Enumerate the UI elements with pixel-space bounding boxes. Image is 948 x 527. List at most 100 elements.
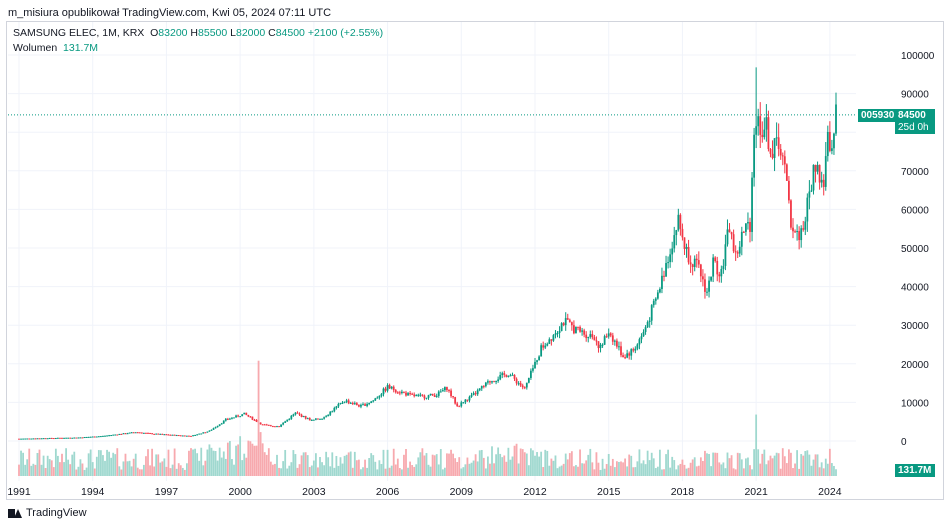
volume-bar: [304, 452, 307, 476]
volume-bar: [441, 469, 444, 476]
volume-bar: [196, 453, 199, 476]
candle-body: [358, 405, 360, 407]
candle-body: [554, 333, 557, 336]
volume-bar: [296, 467, 299, 476]
volume-bar: [206, 449, 209, 476]
candle-body: [339, 402, 342, 404]
candle-body: [671, 248, 674, 255]
volume-bar: [570, 451, 573, 476]
candle-body: [550, 339, 553, 341]
candle-body: [558, 331, 561, 333]
candle-body: [513, 374, 516, 379]
candle-body: [761, 134, 764, 138]
candle-body: [65, 437, 67, 439]
close-value: 84500: [275, 27, 305, 39]
volume-bar: [235, 445, 237, 476]
candle-body: [552, 335, 555, 341]
volume-bar: [613, 467, 616, 476]
volume-bar: [243, 453, 246, 476]
volume-bar: [44, 468, 47, 476]
volume-bar: [398, 468, 401, 476]
candle-body: [34, 438, 37, 440]
candle-body: [790, 200, 792, 228]
volume-bar: [730, 455, 733, 476]
volume-bar: [120, 469, 123, 476]
candle-body: [755, 126, 758, 135]
volume-bar: [145, 456, 147, 476]
volume-bar: [587, 454, 590, 476]
volume-bar: [806, 450, 809, 476]
volume-bar: [132, 458, 135, 476]
volume-bar: [724, 468, 727, 476]
candle-body: [179, 435, 182, 437]
candle-body: [669, 254, 672, 263]
volume-bar: [669, 467, 672, 476]
x-tick-label: 2012: [523, 486, 547, 498]
candle-body: [153, 433, 156, 435]
high-label: H: [190, 27, 199, 39]
volume-bar: [616, 461, 618, 476]
candle-body: [702, 276, 704, 280]
volume-bar: [775, 452, 778, 476]
volume-bar: [818, 467, 821, 476]
volume-bar: [312, 460, 315, 476]
candle-body: [822, 179, 825, 187]
candle-body: [284, 421, 287, 423]
candle-body: [255, 419, 258, 422]
candle-body: [478, 388, 481, 391]
candle-body: [802, 228, 805, 230]
volume-bar: [697, 465, 700, 476]
candle-body: [763, 129, 766, 138]
volume-bar: [229, 441, 231, 476]
candle-body: [366, 404, 368, 406]
volume-bar: [79, 459, 82, 476]
candle-body: [97, 436, 100, 438]
candle-body: [196, 434, 199, 436]
candle-body: [349, 402, 352, 404]
volume-bar: [155, 454, 158, 476]
volume-tag: 131.7M: [895, 464, 935, 477]
x-tick-label: 2000: [228, 486, 252, 498]
candle-body: [235, 415, 237, 418]
volume-bar: [482, 457, 485, 476]
volume-bar: [822, 468, 825, 476]
candle-body: [30, 438, 33, 440]
candle-body: [630, 349, 633, 356]
volume-bar: [605, 464, 608, 476]
volume-bar: [288, 465, 291, 476]
candle-body: [699, 264, 702, 277]
volume-label[interactable]: Wolumen: [13, 42, 58, 54]
candle-body: [419, 394, 422, 396]
candle-body: [607, 333, 610, 337]
volume-bar: [738, 453, 741, 476]
volume-bar: [290, 462, 293, 476]
candle-body: [767, 117, 770, 150]
volume-bar: [413, 466, 416, 476]
candle-body: [136, 432, 139, 434]
candle-body: [376, 397, 379, 399]
volume-bar: [462, 467, 465, 476]
volume-bar: [140, 469, 143, 476]
candle-body: [63, 437, 65, 439]
volume-bar: [380, 463, 383, 476]
footer-brand[interactable]: TradingView: [8, 507, 87, 519]
volume-bar: [351, 467, 354, 476]
candle-body: [304, 415, 307, 419]
volume-bar: [536, 452, 538, 476]
volume-bar: [573, 466, 575, 476]
symbol-label[interactable]: SAMSUNG ELEC, 1M, KRX: [13, 27, 145, 39]
candle-body: [312, 419, 315, 421]
volume-bar: [646, 450, 649, 476]
publisher-line: m_misiura opublikował TradingView.com, K…: [8, 7, 332, 19]
candle-body: [372, 400, 375, 402]
candle-body: [495, 381, 497, 383]
candle-body: [251, 416, 254, 420]
volume-bar: [650, 452, 653, 476]
volume-bar: [642, 460, 645, 476]
volume-bar: [665, 454, 667, 476]
candle-body: [108, 435, 110, 437]
candle-body: [388, 385, 391, 389]
chart-legend: SAMSUNG ELEC, 1M, KRX O83200 H85500 L820…: [13, 26, 383, 56]
candle-body: [771, 153, 774, 158]
